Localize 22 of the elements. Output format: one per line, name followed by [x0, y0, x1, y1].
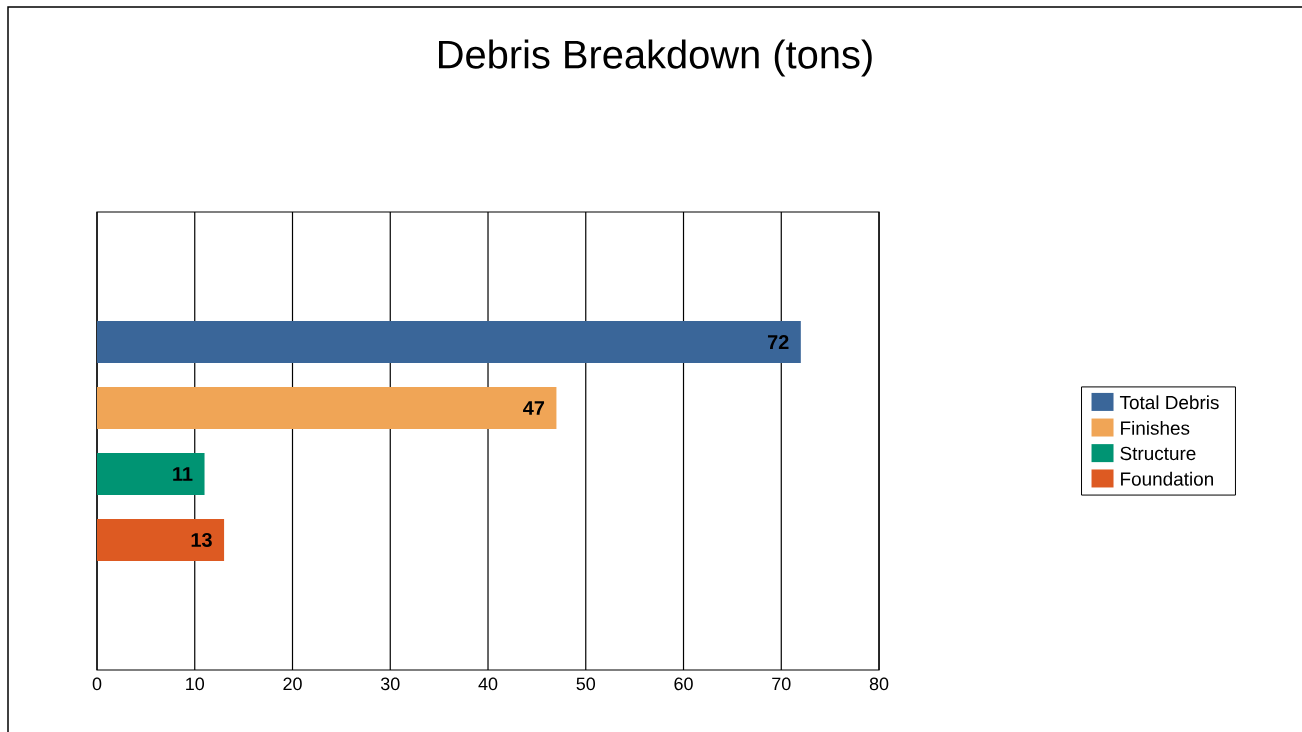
- bar: [97, 320, 801, 363]
- x-tick-label: 50: [576, 677, 596, 691]
- bar: [97, 386, 557, 429]
- data-label: 72: [767, 335, 789, 349]
- x-tick-label: 60: [674, 677, 693, 691]
- x-tick-label: 20: [283, 677, 302, 691]
- x-tick-label: 10: [186, 677, 205, 691]
- data-label: 13: [191, 532, 212, 548]
- legend-label: Total Debris: [1119, 395, 1219, 410]
- legend-label: Structure: [1120, 446, 1196, 461]
- legend-label: Finishes: [1121, 420, 1190, 435]
- x-tick-label: 30: [380, 677, 400, 691]
- data-label: 47: [523, 401, 545, 415]
- x-tick-label: 80: [869, 677, 889, 691]
- bar: [97, 519, 225, 561]
- x-tick-label: 70: [772, 677, 791, 691]
- x-tick-label: 0: [92, 677, 102, 691]
- data-label: 11: [173, 467, 193, 481]
- chart-title: Debris Breakdown (tons): [439, 39, 872, 77]
- legend-label: Foundation: [1121, 471, 1213, 486]
- bar: [97, 452, 205, 495]
- x-tick-label: 40: [478, 677, 498, 691]
